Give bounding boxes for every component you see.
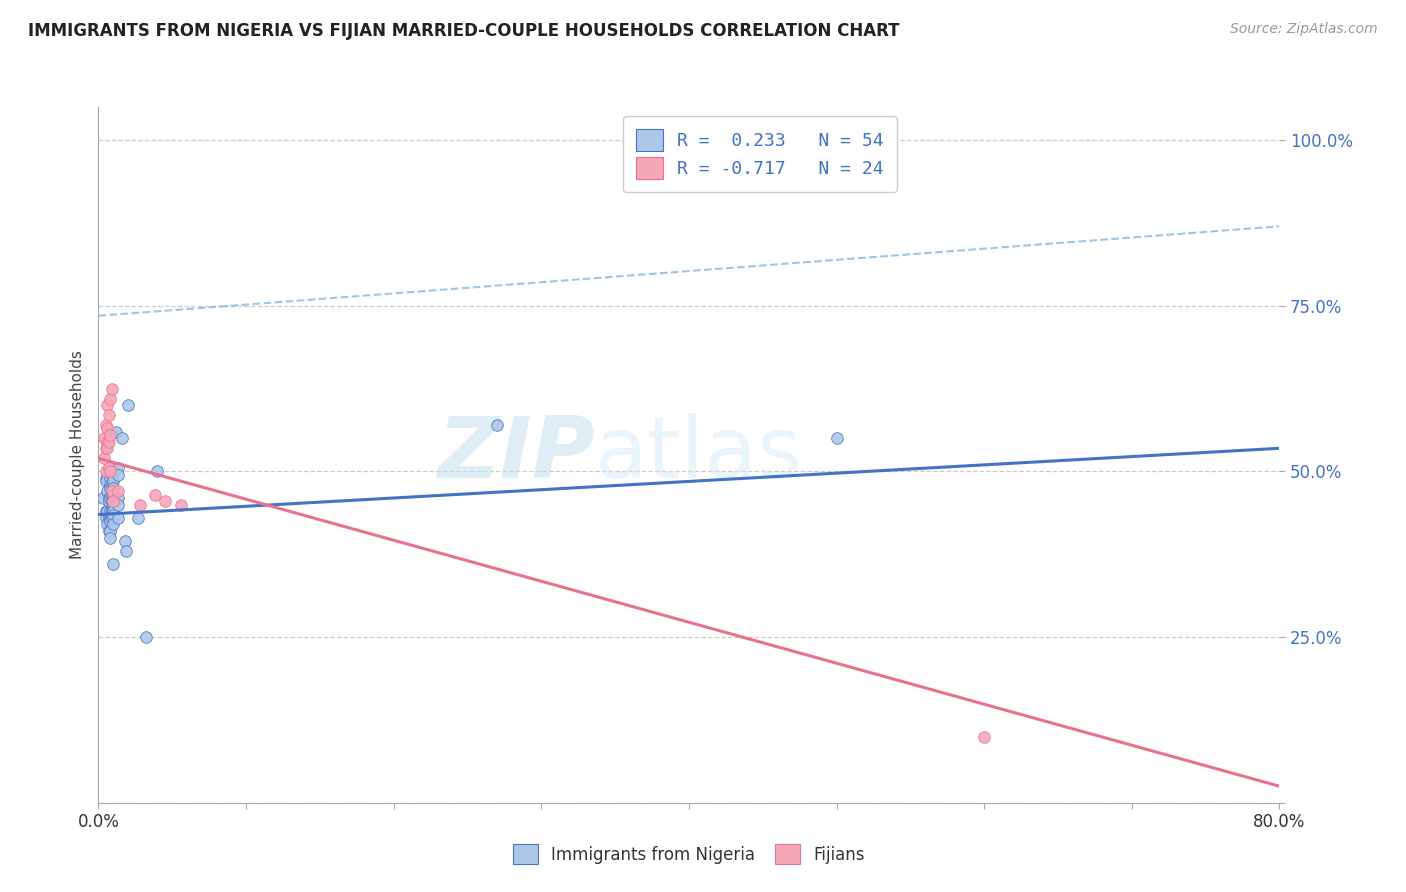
Point xyxy=(97,494,120,508)
Point xyxy=(100,511,122,525)
Point xyxy=(146,465,169,479)
Point xyxy=(103,494,125,508)
Text: IMMIGRANTS FROM NIGERIA VS FIJIAN MARRIED-COUPLE HOUSEHOLDS CORRELATION CHART: IMMIGRANTS FROM NIGERIA VS FIJIAN MARRIE… xyxy=(28,22,900,40)
Point xyxy=(97,491,120,505)
Point xyxy=(96,398,118,412)
Point xyxy=(103,488,125,502)
Point xyxy=(98,524,121,538)
Point xyxy=(107,467,129,482)
Point xyxy=(98,514,121,528)
Point xyxy=(96,484,118,499)
Point xyxy=(107,511,129,525)
Point xyxy=(97,434,120,449)
Point xyxy=(103,465,125,479)
Point xyxy=(98,511,121,525)
Point xyxy=(103,517,125,532)
Point xyxy=(128,498,150,512)
Point xyxy=(103,498,125,512)
Point xyxy=(100,494,122,508)
Point xyxy=(96,504,118,518)
Point xyxy=(98,491,121,505)
Point xyxy=(143,488,166,502)
Point xyxy=(100,504,122,518)
Point xyxy=(94,418,117,433)
Y-axis label: Married-couple Households: Married-couple Households xyxy=(69,351,84,559)
Point xyxy=(135,630,157,644)
Point xyxy=(97,511,120,525)
Point xyxy=(100,484,122,499)
Point xyxy=(103,481,125,495)
Text: atlas: atlas xyxy=(595,413,803,497)
Legend: Immigrants from Nigeria, Fijians: Immigrants from Nigeria, Fijians xyxy=(506,838,872,871)
Point xyxy=(96,442,118,456)
Point xyxy=(114,534,136,549)
Point xyxy=(107,491,129,505)
Point xyxy=(973,730,995,744)
Point xyxy=(103,558,125,572)
Point xyxy=(100,491,122,505)
Point xyxy=(94,511,117,525)
Point xyxy=(96,434,118,449)
Point xyxy=(103,504,125,518)
Point xyxy=(153,494,176,508)
Point xyxy=(100,467,122,482)
Point xyxy=(107,484,129,499)
Point xyxy=(97,461,120,475)
Point xyxy=(486,418,509,433)
Point xyxy=(117,398,139,412)
Point xyxy=(100,382,122,396)
Point xyxy=(107,498,129,512)
Point xyxy=(96,517,118,532)
Point xyxy=(94,465,117,479)
Point xyxy=(94,442,117,456)
Point xyxy=(94,471,117,485)
Point xyxy=(97,408,120,422)
Point xyxy=(97,524,120,538)
Point xyxy=(98,531,121,545)
Point xyxy=(98,471,121,485)
Point xyxy=(98,477,121,491)
Point xyxy=(105,425,128,439)
Point xyxy=(96,421,118,435)
Point xyxy=(103,475,125,489)
Point xyxy=(98,504,121,518)
Point xyxy=(93,451,115,466)
Text: ZIP: ZIP xyxy=(437,413,595,497)
Point xyxy=(100,477,122,491)
Point xyxy=(94,504,117,518)
Point xyxy=(94,475,117,489)
Point xyxy=(825,431,848,445)
Point xyxy=(98,465,121,479)
Text: Source: ZipAtlas.com: Source: ZipAtlas.com xyxy=(1230,22,1378,37)
Point xyxy=(98,428,121,442)
Point xyxy=(93,431,115,445)
Point xyxy=(98,481,121,495)
Point xyxy=(91,491,114,505)
Point xyxy=(98,392,121,406)
Point xyxy=(111,431,134,445)
Point xyxy=(97,465,120,479)
Point xyxy=(103,508,125,522)
Point xyxy=(100,508,122,522)
Point xyxy=(127,511,149,525)
Point xyxy=(107,461,129,475)
Point xyxy=(100,500,122,515)
Point xyxy=(115,544,138,558)
Point xyxy=(170,498,193,512)
